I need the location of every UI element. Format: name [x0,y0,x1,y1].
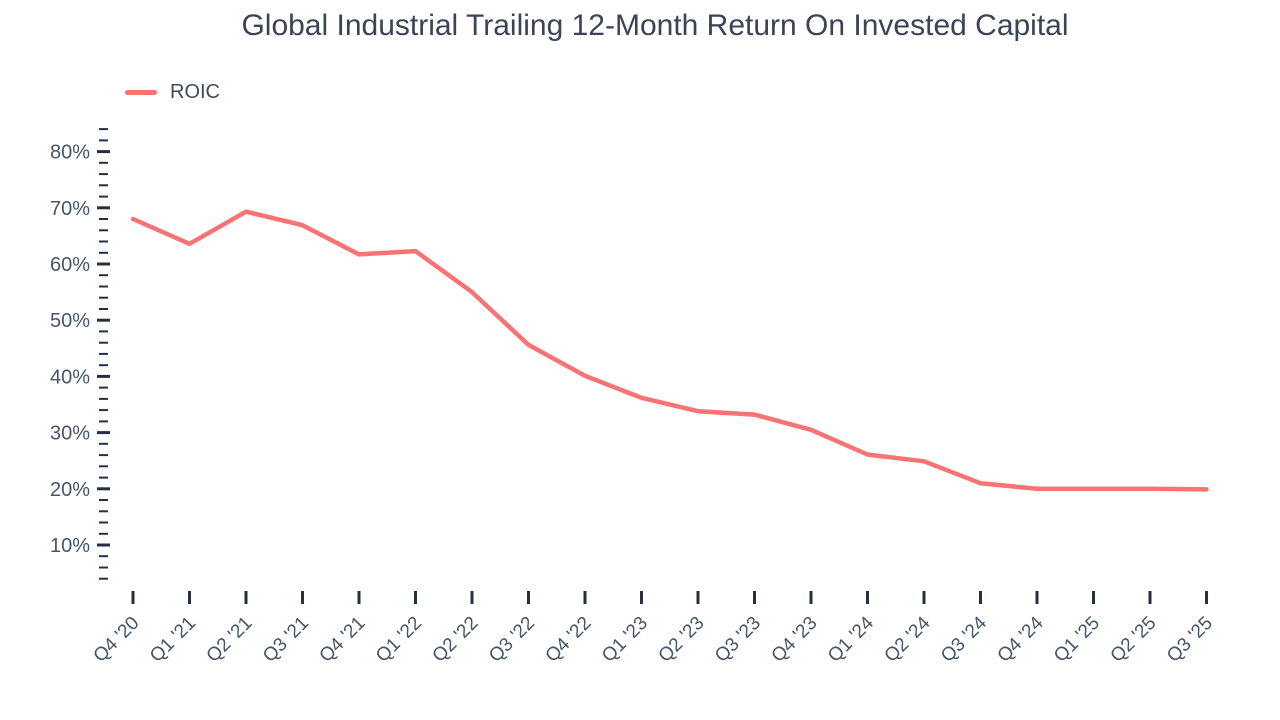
x-tick-label: Q4 '24 [994,612,1048,666]
x-tick-label: Q4 '23 [768,613,822,667]
x-tick-label: Q2 '23 [655,613,709,667]
y-tick-label: 50% [50,310,90,332]
x-tick-label: Q3 '22 [485,613,539,667]
y-tick-label: 70% [50,198,90,220]
y-tick-label: 20% [50,479,90,501]
x-tick-label: Q4 '20 [90,613,144,667]
x-tick-label: Q2 '22 [429,613,483,667]
y-tick-label: 80% [50,142,90,164]
x-tick-label: Q2 '25 [1107,613,1161,667]
x-tick-label: Q1 '25 [1050,613,1104,667]
legend[interactable]: ROIC [125,81,220,104]
x-tick-label: Q1 '21 [146,613,200,667]
legend-label: ROIC [170,81,220,103]
x-tick-label: Q3 '23 [711,613,765,667]
y-tick-label: 40% [50,366,90,388]
x-tick-label: Q1 '23 [598,613,652,667]
x-tick-label: Q1 '22 [372,613,426,667]
x-tick-label: Q1 '24 [824,612,878,666]
x-tick-label: Q3 '21 [259,613,313,667]
y-tick-label: 30% [50,423,90,445]
chart-title: Global Industrial Trailing 12-Month Retu… [241,9,1069,42]
roic-line [130,209,1209,492]
x-tick-label: Q4 '22 [542,613,596,667]
x-tick-label: Q3 '24 [937,612,991,666]
x-tick-label: Q3 '25 [1163,613,1217,667]
y-tick-label: 10% [50,535,90,557]
x-tick-label: Q2 '21 [203,613,257,667]
y-tick-label: 60% [50,254,90,276]
x-tick-label: Q2 '24 [881,612,935,666]
legend-line-swatch [125,90,157,95]
x-tick-label: Q4 '21 [316,613,370,667]
